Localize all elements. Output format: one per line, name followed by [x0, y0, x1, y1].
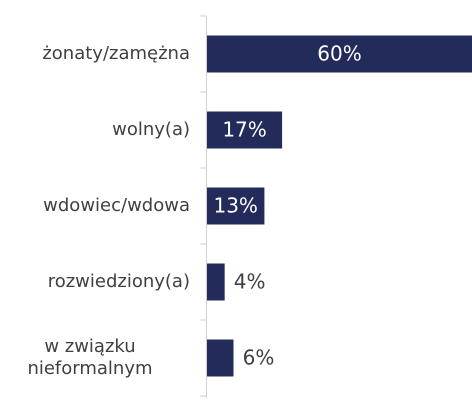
bar: [207, 35, 472, 73]
bar: [207, 111, 283, 149]
bar: [207, 339, 234, 377]
category-label: wdowiec/wdowa: [0, 195, 190, 217]
value-label: 60%: [317, 42, 361, 66]
category-label: w związku nieformalnym: [0, 336, 190, 380]
category-label: wolny(a): [0, 119, 190, 141]
value-label: 13%: [213, 194, 257, 218]
value-label: 6%: [243, 346, 275, 370]
bar: [207, 187, 265, 225]
category-text: w związku nieformalnym: [27, 336, 153, 379]
category-text: wdowiec/wdowa: [43, 195, 190, 216]
category-label: rozwiedziony(a): [0, 271, 190, 293]
value-label: 4%: [234, 270, 266, 294]
value-label: 17%: [222, 118, 266, 142]
category-text: żonaty/zamężna: [42, 43, 190, 64]
category-text: wolny(a): [112, 119, 190, 140]
category-text: rozwiedziony(a): [47, 271, 190, 292]
category-label: żonaty/zamężna: [0, 43, 190, 65]
bar: [207, 263, 225, 301]
